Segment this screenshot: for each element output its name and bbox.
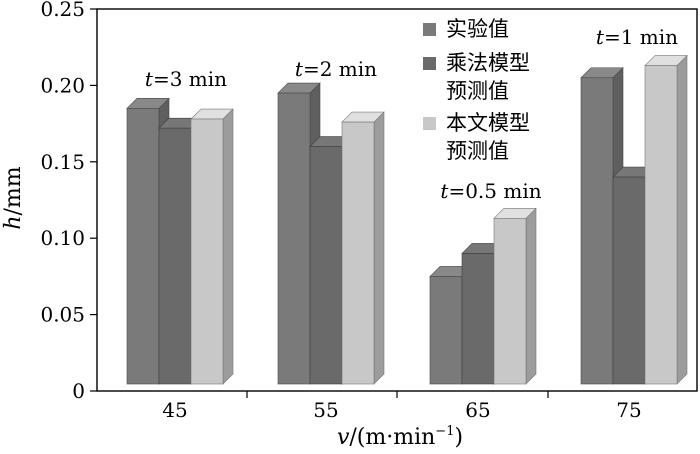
bar-65-series-3 [493,207,537,385]
bar-45-series-3 [190,108,234,385]
bar-side [373,111,385,385]
annotation-45: t=3 min [145,67,227,91]
x-tick-label: 45 [162,398,187,422]
bars-group [126,54,688,385]
legend-label-2: 乘法模型 [446,51,530,75]
legend-label-3: 本文模型 [446,111,530,135]
y-tick-label: 0 [72,379,85,403]
bar-front [461,253,495,385]
legend-swatch-1 [423,23,436,36]
x-tick-label: 55 [313,398,338,422]
bar-front [644,65,678,385]
legend-swatch-2 [423,57,436,70]
annotation-55: t=2 min [295,57,377,81]
annotations-group: t=3 min t=2 min t=0.5 min t=1 min [145,25,678,203]
bar-75-series-1 [580,67,624,385]
bar-front [277,92,311,385]
legend-swatch-3 [423,117,436,130]
annotation-75: t=1 min [596,25,678,49]
bar-front [190,118,224,385]
y-tick-label: 0.10 [40,226,85,250]
legend-label-3-line2: 预测值 [446,139,509,163]
bar-55-series-3 [341,111,385,385]
x-tick-label: 75 [616,398,641,422]
y-tick-label: 0.20 [40,73,85,97]
x-axis-ticks: 45 55 65 75 [162,391,642,422]
annotation-65: t=0.5 min [440,179,541,203]
bar-front [580,77,614,385]
x-tick-label: 65 [465,398,490,422]
bar-front [158,127,192,385]
y-axis-ticks: 0 0.05 0.10 0.15 0.20 0.25 [40,0,97,403]
bar-front [612,176,646,385]
y-tick-label: 0.05 [40,303,85,327]
bar-front [126,108,160,385]
y-axis-label: h/mm [1,166,26,229]
legend-label-1: 实验值 [446,17,509,41]
bar-75-series-3 [644,54,688,385]
bar-front [493,218,527,385]
bar-front [309,146,343,385]
legend-label-2-line2: 预测值 [446,79,509,103]
bar-front [429,276,463,385]
y-tick-label: 0.25 [40,0,85,21]
x-axis-label: v/(m·min−1) [337,424,463,450]
bar-side [525,207,537,385]
bar-front [341,121,375,385]
bar-side [222,108,234,385]
bar-side [676,54,688,385]
y-tick-label: 0.15 [40,150,85,174]
